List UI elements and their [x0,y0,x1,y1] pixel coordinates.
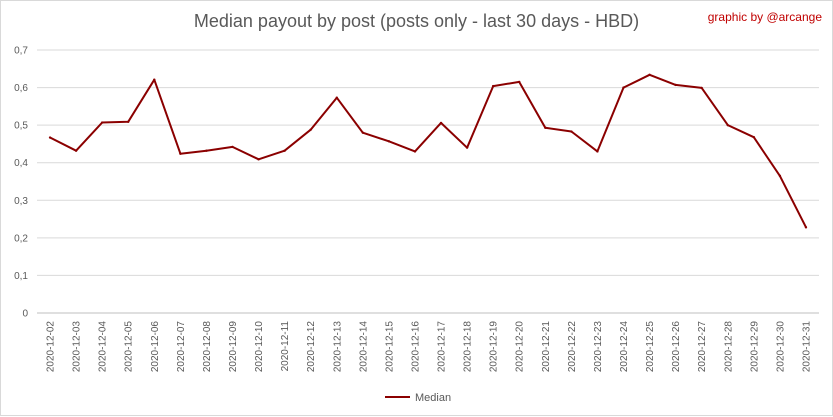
data-point [335,96,338,99]
data-point [153,78,156,81]
data-point [439,121,443,125]
data-point [283,149,286,152]
x-tick-label: 2020-12-18 [463,321,474,373]
y-tick-label: 0 [22,309,28,320]
data-point [465,146,469,149]
y-tick-label: 0,6 [14,83,28,94]
data-point [804,226,808,229]
x-tick-label: 2020-12-15 [384,321,395,373]
x-tick-label: 2020-12-26 [671,321,682,373]
data-point [74,149,78,152]
data-point [778,174,782,178]
credit-label: graphic by @arcange [707,10,822,24]
data-point [491,84,495,88]
data-point [752,135,756,139]
x-tick-label: 2020-12-28 [723,321,734,373]
x-tick-label: 2020-12-17 [437,321,448,373]
x-tick-label: 2020-12-06 [150,321,161,373]
x-tick-label: 2020-12-08 [202,321,213,373]
y-tick-label: 0,2 [14,233,28,244]
series-line-median [49,73,807,228]
data-point [596,150,599,153]
data-point [231,145,234,149]
data-point [413,150,417,153]
x-tick-label: 2020-12-12 [306,321,317,373]
y-tick-label: 0,7 [14,46,28,57]
x-tick-label: 2020-12-19 [489,321,500,373]
x-tick-label: 2020-12-24 [619,321,630,373]
data-point [674,83,677,87]
y-tick-label: 0,4 [14,158,28,169]
data-point [622,86,625,89]
x-tick-label: 2020-12-29 [749,321,760,373]
data-point [544,126,547,129]
data-point [48,136,52,139]
x-tick-label: 2020-12-23 [593,321,604,373]
x-tick-label: 2020-12-31 [801,321,812,373]
data-point [726,123,729,127]
x-tick-label: 2020-12-27 [697,321,708,373]
x-tick-label: 2020-12-07 [176,321,187,373]
x-tick-label: 2020-12-05 [124,321,135,373]
chart-title: Median payout by post (posts only - last… [193,11,640,31]
x-tick-label: 2020-12-11 [280,321,291,372]
x-tick-label: 2020-12-02 [46,321,57,373]
x-tick-label: 2020-12-13 [332,321,343,373]
data-point [648,73,651,76]
data-point [518,80,521,84]
x-tick-label: 2020-12-14 [358,321,369,373]
data-point [127,120,130,123]
x-tick-label: 2020-12-21 [541,321,552,373]
data-point [205,149,208,152]
data-point [179,152,182,155]
y-tick-label: 0,5 [14,121,28,132]
data-point [100,121,104,124]
x-tick-label: 2020-12-03 [72,321,83,373]
x-tick-label: 2020-12-25 [645,321,656,373]
data-point [361,131,365,134]
x-tick-label: 2020-12-10 [254,321,265,373]
x-tick-label: 2020-12-22 [567,321,578,373]
x-tick-label: 2020-12-04 [98,321,109,373]
y-tick-label: 0,1 [14,271,28,282]
y-tick-label: 0,3 [14,196,28,207]
x-tick-label: 2020-12-20 [515,321,526,373]
data-point [309,128,312,131]
x-tick-label: 2020-12-09 [228,321,239,373]
data-point [570,130,573,133]
legend-label: Median [415,392,451,404]
x-tick-label: 2020-12-16 [410,321,421,373]
x-tick-label: 2020-12-30 [775,321,786,373]
data-point [257,158,260,161]
data-point [700,86,703,90]
data-point [387,140,391,143]
